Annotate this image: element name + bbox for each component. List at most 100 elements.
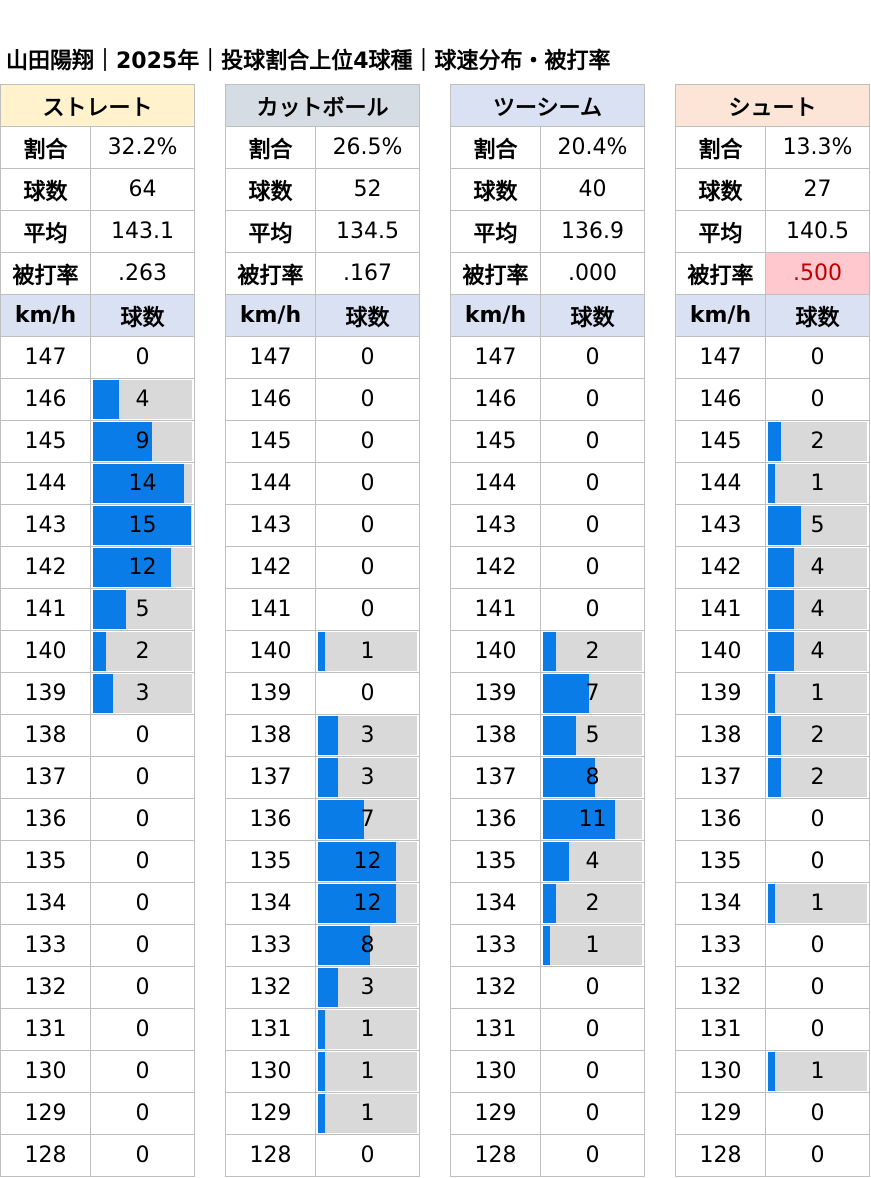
speed-row: 137 8	[450, 756, 645, 799]
avg-against-value: .000	[540, 252, 645, 295]
bar-track	[768, 884, 868, 923]
count-bar	[768, 632, 795, 671]
pitch-type-header: ストレート	[0, 84, 196, 127]
speed-tick-label: 138	[675, 714, 766, 757]
count-data-label: 0	[135, 1059, 150, 1084]
count-cell: 0	[314, 462, 421, 505]
bar-track	[543, 926, 642, 965]
count-value: 64	[89, 168, 196, 211]
count-cell: 1	[764, 1050, 871, 1093]
count-data-label: 0	[360, 681, 375, 706]
speed-row: 144 1	[675, 462, 871, 505]
speed-tick-label: 144	[675, 462, 766, 505]
count-data-label: 0	[810, 1017, 825, 1042]
count-bar	[93, 464, 185, 503]
count-data-label: 0	[135, 849, 150, 874]
count-data-label: 0	[810, 807, 825, 832]
count-bar	[318, 800, 364, 839]
speed-tick-label: 147	[675, 336, 766, 379]
count-cell: 12	[314, 882, 421, 925]
speed-row: 128 0	[0, 1134, 196, 1177]
pitch-table-4: シュート 割合 13.3% 球数 27 平均 140.5 被打率 .500 km/h 球数 147 0 1…	[674, 84, 871, 1177]
count-cell: 0	[764, 1008, 871, 1051]
speed-row: 135 12	[225, 840, 421, 883]
bar-track	[318, 1052, 418, 1091]
count-cell: 1	[314, 1050, 421, 1093]
avg-speed-value: 134.5	[314, 210, 421, 253]
count-bar	[318, 1052, 325, 1091]
count-cell: 0	[89, 714, 196, 757]
avg-speed-value: 140.5	[764, 210, 871, 253]
speed-row: 137 2	[675, 756, 871, 799]
count-data-label: 12	[128, 555, 157, 580]
count-cell: 3	[314, 966, 421, 1009]
count-cell: 12	[314, 840, 421, 883]
bar-track	[543, 632, 642, 671]
count-cell: 1	[540, 924, 645, 967]
avg-speed-label: 平均	[0, 210, 91, 253]
count-bar	[543, 800, 615, 839]
speed-unit-header: km/h	[225, 294, 316, 337]
count-cell: 14	[89, 462, 196, 505]
count-data-label: 3	[360, 975, 375, 1000]
speed-row: 143 0	[225, 504, 421, 547]
speed-row: 128 0	[450, 1134, 645, 1177]
count-cell: 0	[314, 336, 421, 379]
speed-tick-label: 141	[225, 588, 316, 631]
count-cell: 0	[89, 882, 196, 925]
speed-tick-label: 128	[675, 1134, 766, 1177]
speed-row: 128 0	[675, 1134, 871, 1177]
count-data-label: 7	[360, 807, 375, 832]
count-data-label: 0	[585, 513, 600, 538]
count-cell: 0	[89, 756, 196, 799]
count-data-label: 12	[353, 849, 382, 874]
count-data-label: 0	[585, 471, 600, 496]
speed-row: 142 0	[450, 546, 645, 589]
count-cell: 0	[89, 1134, 196, 1177]
count-data-label: 0	[810, 345, 825, 370]
avg-speed-label: 平均	[675, 210, 766, 253]
count-cell: 0	[314, 420, 421, 463]
speed-tick-label: 145	[0, 420, 91, 463]
count-cell: 0	[540, 546, 645, 589]
count-cell: 3	[314, 714, 421, 757]
speed-tick-label: 128	[450, 1134, 541, 1177]
count-data-label: 1	[360, 1059, 375, 1084]
pitch-type-header: カットボール	[224, 84, 421, 127]
speed-row: 139 0	[225, 672, 421, 715]
speed-row: 139 7	[450, 672, 645, 715]
count-cell: 0	[764, 336, 871, 379]
count-bar	[543, 716, 576, 755]
speed-tick-label: 132	[225, 966, 316, 1009]
speed-tick-label: 131	[675, 1008, 766, 1051]
count-cell: 1	[764, 462, 871, 505]
count-unit-header: 球数	[314, 294, 421, 337]
count-cell: 0	[540, 1134, 645, 1177]
ratio-label: 割合	[450, 126, 541, 169]
count-bar	[768, 1052, 775, 1091]
speed-row: 131 0	[675, 1008, 871, 1051]
count-bar	[768, 716, 782, 755]
count-label: 球数	[225, 168, 316, 211]
count-bar	[768, 758, 782, 797]
count-data-label: 0	[585, 345, 600, 370]
count-bar	[318, 884, 397, 923]
count-bar	[768, 506, 801, 545]
count-bar	[768, 422, 782, 461]
speed-tick-label: 139	[0, 672, 91, 715]
speed-row: 136 11	[450, 798, 645, 841]
bar-track	[768, 758, 868, 797]
speed-tick-label: 138	[0, 714, 91, 757]
speed-tick-label: 130	[225, 1050, 316, 1093]
speed-tick-label: 140	[675, 630, 766, 673]
count-data-label: 3	[135, 681, 150, 706]
count-bar	[93, 506, 191, 545]
count-data-label: 1	[810, 471, 825, 496]
speed-tick-label: 138	[225, 714, 316, 757]
speed-tick-label: 141	[675, 588, 766, 631]
speed-tick-label: 145	[450, 420, 541, 463]
count-cell: 5	[540, 714, 645, 757]
speed-row: 142 4	[675, 546, 871, 589]
speed-row: 138 0	[0, 714, 196, 757]
pitch-table-1: ストレート 割合 32.2% 球数 64 平均 143.1 被打率 .263 km/h 球数 147 0…	[0, 84, 196, 1177]
